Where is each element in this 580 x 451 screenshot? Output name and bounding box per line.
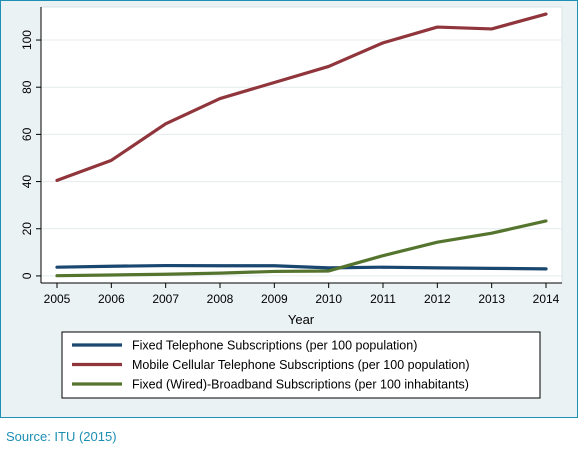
legend-box <box>61 331 541 399</box>
y-tick-label: 100 <box>20 30 34 50</box>
series-line-2 <box>55 12 548 182</box>
x-tick-label: 2009 <box>261 292 288 306</box>
ticks: 0 20 40 60 80 100 2005 2006 2007 2008 2009 2010 2011… <box>20 30 560 306</box>
plot-area <box>40 6 563 284</box>
series <box>55 12 548 278</box>
line-chart: 0 20 40 60 80 100 2005 2006 2007 2008 2009 2010 2011… <box>20 6 563 399</box>
x-tick-label: 2005 <box>44 292 71 306</box>
x-axis-title: Year <box>288 312 315 327</box>
series-line-1 <box>55 263 548 271</box>
legend-label-2: Mobile Cellular Telephone Subscriptions … <box>132 358 469 372</box>
y-tick-label: 80 <box>20 80 34 94</box>
y-tick-label: 60 <box>20 127 34 141</box>
y-tick-label: 20 <box>20 222 34 236</box>
x-tick-label: 2013 <box>478 292 505 306</box>
y-tick-label: 0 <box>20 272 34 279</box>
x-tick-label: 2008 <box>207 292 234 306</box>
y-tick-label: 40 <box>20 175 34 189</box>
source-note: Source: ITU (2015) <box>6 429 117 444</box>
legend-label-3: Fixed (Wired)-Broadband Subscriptions (p… <box>132 378 469 392</box>
legend-label-1: Fixed Telephone Subscriptions (per 100 p… <box>132 339 417 353</box>
x-tick-label: 2007 <box>152 292 179 306</box>
x-tick-label: 2014 <box>533 292 560 306</box>
x-tick-label: 2012 <box>424 292 451 306</box>
x-tick-label: 2011 <box>370 292 396 306</box>
x-tick-label: 2006 <box>98 292 125 306</box>
axes <box>40 7 562 284</box>
legend: Fixed Telephone Subscriptions (per 100 p… <box>72 339 469 392</box>
series-line-3 <box>55 219 548 278</box>
x-tick-label: 2010 <box>315 292 342 306</box>
